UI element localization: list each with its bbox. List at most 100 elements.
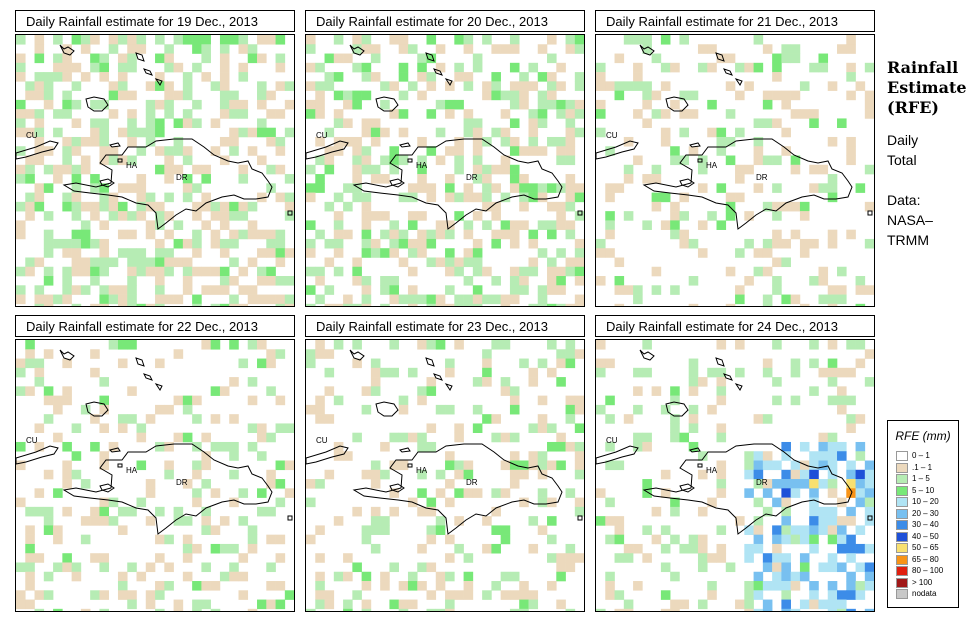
rainfall-cell xyxy=(229,340,239,350)
rainfall-cell xyxy=(837,497,847,508)
rainfall-cell xyxy=(818,164,829,175)
rainfall-cell xyxy=(62,53,72,64)
rainfall-cell xyxy=(71,62,82,73)
rainfall-cell xyxy=(790,525,801,535)
rainfall-cell xyxy=(219,285,230,295)
rainfall-cell xyxy=(519,276,529,286)
rainfall-cell xyxy=(417,238,427,249)
rainfall-cell xyxy=(25,201,35,212)
rainfall-cell xyxy=(315,62,325,73)
coastline-outline xyxy=(99,178,115,188)
label-cu: CU xyxy=(316,436,328,445)
rainfall-map: CU HA DR xyxy=(595,34,875,307)
rainfall-cell xyxy=(472,488,483,498)
rainfall-cell xyxy=(827,285,838,295)
rainfall-cell xyxy=(762,358,773,369)
rainfall-cell xyxy=(426,183,437,193)
rainfall-cell xyxy=(688,358,699,369)
rainfall-cell xyxy=(605,192,615,203)
rainfall-cell xyxy=(389,488,399,498)
rainfall-cell xyxy=(417,395,427,406)
rainfall-cell xyxy=(16,201,26,212)
rainfall-cell xyxy=(445,174,455,184)
rainfall-cell xyxy=(445,553,455,563)
rainfall-cell xyxy=(34,72,45,82)
legend-label: 50 – 65 xyxy=(912,543,939,552)
rainfall-cell xyxy=(679,229,689,240)
rainfall-cell xyxy=(670,386,680,396)
rainfall-cell xyxy=(827,174,838,184)
rainfall-cell xyxy=(62,238,72,249)
rainfall-cell xyxy=(389,164,399,175)
rainfall-cell xyxy=(846,35,856,45)
rainfall-cell xyxy=(454,543,464,554)
rainfall-cell xyxy=(343,53,353,64)
rainfall-cell xyxy=(238,44,249,54)
rainfall-cell xyxy=(528,590,539,600)
rainfall-cell xyxy=(192,266,202,277)
rainfall-cell xyxy=(809,460,819,471)
rainfall-cell xyxy=(192,99,202,110)
rainfall-cell xyxy=(352,90,362,101)
rainfall-cell xyxy=(380,81,390,91)
rainfall-cell xyxy=(275,294,286,305)
rainfall-cell xyxy=(716,479,727,489)
coastline-outline xyxy=(399,142,411,148)
rainfall-cell xyxy=(155,146,165,156)
rainfall-cell xyxy=(744,599,754,610)
rainfall-cell xyxy=(670,432,680,443)
rainfall-cell xyxy=(306,192,316,203)
rainfall-cell xyxy=(389,340,399,350)
rainfall-cell xyxy=(145,109,156,119)
rainfall-cell xyxy=(827,516,838,526)
legend-label: 0 – 1 xyxy=(912,451,930,460)
rainfall-cell xyxy=(62,99,72,110)
rainfall-cell xyxy=(556,432,566,443)
rainfall-cell xyxy=(257,90,267,101)
rainfall-cell xyxy=(417,432,427,443)
rainfall-cell xyxy=(596,276,606,286)
rainfall-cell xyxy=(660,127,671,138)
rainfall-cell xyxy=(173,395,184,406)
rainfall-cell xyxy=(43,395,54,406)
rainfall-cell xyxy=(463,72,474,82)
rainfall-cell xyxy=(108,294,119,305)
rainfall-cell xyxy=(855,358,866,369)
rainfall-cell xyxy=(827,183,838,193)
rainfall-cell xyxy=(407,303,418,306)
rainfall-cell xyxy=(426,377,437,387)
rainfall-cell xyxy=(164,53,174,64)
legend-item: 0 – 1 xyxy=(896,451,956,462)
rainfall-cell xyxy=(827,553,838,563)
coastline-outline xyxy=(117,463,123,468)
rainfall-cell xyxy=(435,571,446,582)
rainfall-cell xyxy=(34,127,45,138)
rainfall-cell xyxy=(744,460,754,471)
rainfall-cell xyxy=(472,53,483,64)
rainfall-cell xyxy=(809,506,819,517)
rainfall-cell xyxy=(744,543,754,554)
rainfall-cell xyxy=(257,266,267,277)
rainfall-cell xyxy=(623,81,634,91)
rainfall-cell xyxy=(201,174,211,184)
rainfall-cell xyxy=(605,571,615,582)
rainfall-cell xyxy=(333,229,344,240)
rainfall-cell xyxy=(71,146,82,156)
rainfall-cell xyxy=(117,506,128,517)
rainfall-cell xyxy=(201,599,211,610)
rainfall-cell xyxy=(762,599,773,610)
rainfall-cell xyxy=(389,460,399,471)
rainfall-cell xyxy=(343,118,353,128)
rainfall-cell xyxy=(25,127,35,138)
rainfall-cell xyxy=(333,248,344,258)
rainfall-cell xyxy=(136,248,147,258)
rainfall-cell xyxy=(827,441,838,452)
rainfall-cell xyxy=(565,220,576,230)
rainfall-cell xyxy=(370,164,381,175)
rainfall-cell xyxy=(528,109,539,119)
rainfall-cell xyxy=(182,534,193,545)
rainfall-cell xyxy=(537,72,548,82)
rainfall-cell xyxy=(707,44,717,54)
rainfall-cell xyxy=(482,220,492,230)
rainfall-cell xyxy=(417,62,427,73)
